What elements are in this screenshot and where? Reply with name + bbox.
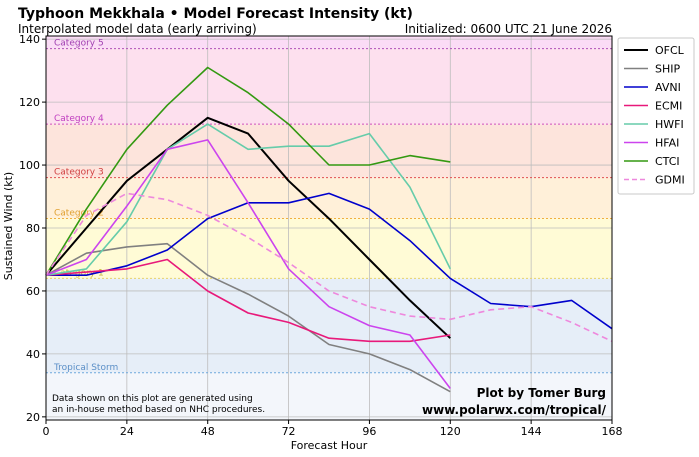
credit-line-2: www.polarwx.com/tropical/ (422, 403, 607, 417)
attribution: Plot by Tomer Burg www.polarwx.com/tropi… (422, 386, 607, 417)
series-line-hwfi (45, 123, 452, 276)
legend-label-gdmi: GDMI (655, 174, 685, 187)
series-line-ecmi (45, 258, 451, 343)
legend: OFCL SHIP AVNI ECMI HWFI HFAI CTCI GDMI (617, 37, 695, 195)
x-axis-label: Forecast Hour (291, 439, 368, 452)
x-tick-label: 72 (282, 425, 296, 438)
band-2 (46, 177, 612, 219)
band-4 (46, 48, 612, 125)
legend-label-ecmi: ECMI (655, 100, 682, 113)
band-label-0: Tropical Storm (53, 363, 118, 373)
y-axis-label: Sustained Wind (kt) (2, 172, 15, 280)
x-tick-label: 120 (440, 425, 461, 438)
x-tick-label: 96 (362, 425, 376, 438)
legend-label-ctci: CTCI (655, 155, 680, 168)
chart-subtitle: Interpolated model data (early arriving) (18, 22, 257, 36)
band-label-2: Category 2 (54, 209, 104, 219)
band-5 (46, 36, 612, 49)
band-1 (46, 218, 612, 279)
series-line-gdmi (45, 192, 613, 343)
legend-label-ship: SHIP (655, 63, 680, 76)
y-tick-label: 60 (26, 285, 40, 298)
x-tick-label: 144 (521, 425, 542, 438)
series-line-ofcl (45, 116, 451, 339)
series-line-avni (46, 192, 613, 330)
x-tick-label: 0 (43, 425, 50, 438)
legend-label-hfai: HFAI (655, 137, 679, 150)
band-3 (46, 124, 612, 178)
legend-label-hwfi: HWFI (655, 118, 684, 131)
y-tick-label: 140 (19, 33, 40, 46)
band-label-3: Category 3 (54, 168, 104, 178)
legend-label-avni: AVNI (655, 81, 681, 94)
legend-label-ofcl: OFCL (655, 44, 685, 57)
series-line-hfai (45, 139, 451, 389)
note-line-2: an in-house method based on NHC procedur… (52, 405, 265, 415)
band-label-4: Category 4 (54, 114, 104, 124)
y-tick-label: 80 (26, 222, 40, 235)
credit-line-1: Plot by Tomer Burg (477, 386, 606, 400)
y-tick-label: 120 (19, 96, 40, 109)
legend-box (617, 37, 695, 195)
y-tick-label: 20 (26, 411, 40, 424)
band-below-ts (46, 372, 612, 420)
band-0 (46, 278, 612, 373)
x-tick-label: 48 (201, 425, 215, 438)
x-tick-label: 24 (120, 425, 134, 438)
chart-title: Typhoon Mekkhala • Model Forecast Intens… (18, 6, 413, 22)
x-tick-label: 168 (602, 425, 623, 438)
method-note: Data shown on this plot are generated us… (52, 394, 265, 415)
y-tick-label: 100 (19, 159, 40, 172)
initialized-time: Initialized: 0600 UTC 21 June 2026 (405, 22, 612, 36)
series-line-ship (45, 242, 451, 393)
series-line-ctci (45, 66, 451, 276)
band-label-5: Category 5 (54, 39, 104, 49)
note-line-1: Data shown on this plot are generated us… (52, 394, 253, 404)
y-tick-label: 40 (26, 348, 40, 361)
